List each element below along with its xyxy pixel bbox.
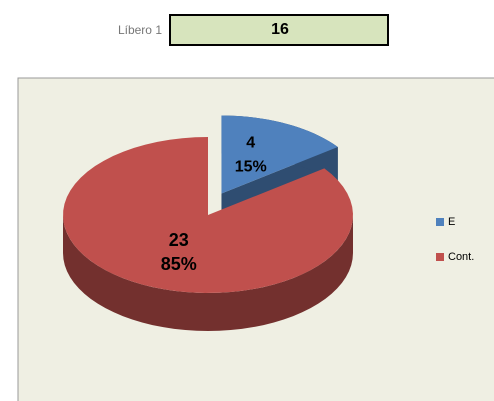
row-label: Líbero 1 bbox=[118, 23, 162, 37]
value-cell[interactable] bbox=[169, 14, 389, 46]
legend-swatch bbox=[436, 218, 444, 226]
percent-label: 15% bbox=[235, 158, 267, 175]
slice bbox=[221, 115, 338, 194]
data-label: 23 bbox=[169, 230, 189, 250]
slice-side bbox=[63, 215, 353, 331]
cell-value: 16 bbox=[271, 21, 289, 38]
percent-label: 85% bbox=[161, 254, 197, 274]
slice bbox=[63, 137, 353, 293]
legend-swatch bbox=[436, 253, 444, 261]
legend-label: Cont. bbox=[448, 251, 474, 263]
legend-label: E bbox=[448, 216, 455, 228]
plot: 4 15% 23 85% E Cont. bbox=[63, 115, 474, 331]
data-label: 4 bbox=[246, 134, 255, 151]
